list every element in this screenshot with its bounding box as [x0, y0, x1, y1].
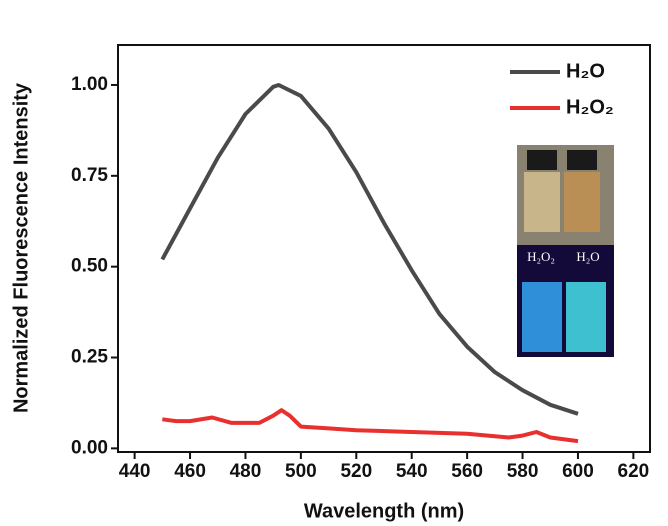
y-tick-label: 0.00	[71, 437, 108, 458]
inset-label: H₂O	[576, 249, 599, 264]
series-line	[160, 83, 579, 416]
y-tick-label: 0.25	[71, 347, 108, 368]
vial	[524, 172, 560, 232]
x-tick-label: 620	[618, 461, 650, 482]
vial	[564, 172, 600, 232]
vial-glow	[566, 282, 606, 352]
x-tick-label: 600	[562, 461, 594, 482]
vial-glow	[522, 282, 562, 352]
legend-label: H₂O	[566, 60, 605, 82]
x-tick-label: 560	[451, 461, 483, 482]
y-tick-label: 0.75	[71, 165, 108, 186]
y-axis-title: Normalized Fluorescence Intensity	[10, 82, 32, 413]
x-tick-label: 440	[119, 461, 151, 482]
x-tick-label: 480	[230, 461, 262, 482]
inset-photo: H₂O₂ H₂O	[517, 145, 614, 357]
y-tick-label: 0.50	[71, 256, 108, 277]
x-tick-label: 540	[396, 461, 428, 482]
x-tick-label: 500	[285, 461, 317, 482]
x-axis-title: Wavelength (nm)	[304, 500, 464, 522]
x-tick-label: 460	[174, 461, 206, 482]
x-tick-label: 520	[340, 461, 372, 482]
legend-label: H₂O₂	[566, 96, 614, 118]
x-tick-label: 580	[507, 461, 539, 482]
vial-cap	[527, 150, 557, 170]
vial-cap	[567, 150, 597, 170]
y-tick-label: 1.00	[71, 74, 108, 95]
inset-label: H₂O₂	[527, 249, 555, 264]
series-line	[162, 408, 579, 444]
plot-frame	[117, 44, 651, 453]
